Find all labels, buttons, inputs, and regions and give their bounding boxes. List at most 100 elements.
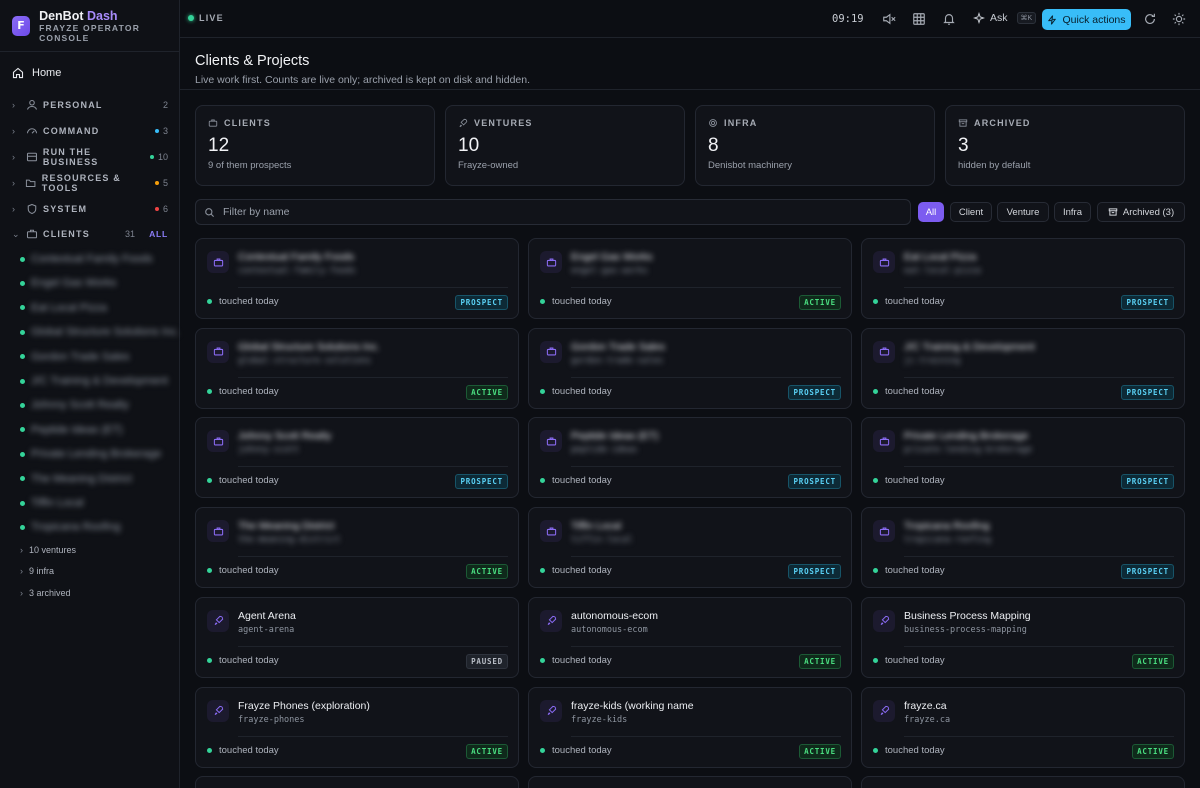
project-card-partial[interactable]	[195, 776, 519, 788]
sidebar-client-item[interactable]: Tropicana Roofing	[20, 520, 120, 534]
archive-icon	[958, 119, 968, 127]
quick-actions-button[interactable]: Quick actions	[1042, 9, 1131, 30]
card-slug: agent-arena	[238, 624, 295, 635]
project-card[interactable]: Peptide Ideas (ET) peptide-ideas touched t…	[528, 417, 852, 499]
sidebar-group-label: COMMAND	[43, 126, 100, 136]
sidebar-group-personal[interactable]: › PERSONAL 2	[12, 98, 168, 112]
card-touched: touched today	[552, 385, 612, 397]
stat-value: 8	[708, 135, 719, 156]
sidebar-client-item[interactable]: The Meaning District	[20, 472, 132, 486]
project-card[interactable]: Private Lending Brokerage private-lending…	[861, 417, 1185, 499]
card-activity: touched today	[873, 386, 945, 397]
mute-icon[interactable]	[882, 12, 896, 26]
sidebar-group-command[interactable]: › COMMAND 3	[12, 124, 168, 138]
sidebar-group-resources-tools[interactable]: › RESOURCES & TOOLS 5	[12, 173, 168, 193]
project-card[interactable]: frayze-kids (working name frayze-kids touc…	[528, 686, 852, 768]
card-activity: touched today	[540, 745, 612, 756]
card-divider	[904, 735, 1174, 737]
project-card-partial[interactable]	[861, 776, 1185, 788]
sidebar-item-archived[interactable]: › 3 archived	[20, 588, 71, 598]
filter-venture-button[interactable]: Venture	[997, 202, 1049, 222]
project-card[interactable]: Gordon Trade Sales gordon-trade-sales touc…	[528, 327, 852, 409]
ask-button[interactable]: Ask ⌘K	[973, 12, 1037, 24]
project-card[interactable]: Business Process Mapping business-process…	[861, 596, 1185, 678]
stat-sub: Frayze-owned	[458, 160, 519, 171]
card-icon	[540, 430, 562, 453]
sidebar-group-run-the-business[interactable]: › RUN THE BUSINESS 10	[12, 147, 168, 167]
card-title: Peptide Ideas (ET)	[571, 430, 659, 443]
clients-all-link[interactable]: ALL	[149, 229, 168, 239]
card-slug: johnny-scott	[238, 445, 300, 456]
gear-icon	[709, 119, 717, 127]
card-touched: touched today	[552, 654, 612, 666]
brand-name: DenBot	[39, 8, 84, 23]
project-card[interactable]: Frayze Phones (exploration) frayze-phones…	[195, 686, 519, 768]
status-dot	[207, 388, 212, 394]
status-badge: ACTIVE	[799, 743, 841, 759]
card-icon	[873, 340, 895, 363]
sidebar-client-item[interactable]: Gordon Trade Sales	[20, 350, 129, 364]
project-card[interactable]: Johnny Scott Realty johnny-scott touched t…	[195, 417, 519, 499]
project-card[interactable]: frayze.ca frayze.ca touched today ACTIVE	[861, 686, 1185, 768]
project-card[interactable]: Tiffin Local tiffin-local touched today PRO…	[528, 507, 852, 589]
live-indicator: LIVE	[188, 13, 224, 23]
status-badge: PROSPECT	[1121, 474, 1174, 490]
sidebar-client-item[interactable]: Eat Local Pizza	[20, 301, 107, 315]
sidebar-item-home[interactable]: Home	[12, 67, 61, 79]
card-touched: touched today	[219, 654, 279, 666]
filter-archived-button[interactable]: Archived (3)	[1097, 202, 1185, 222]
sidebar-client-label: Global Structure Solutions Inc.	[31, 326, 180, 339]
filter-bar	[195, 199, 911, 225]
filter-infra-button[interactable]: Infra	[1054, 202, 1091, 222]
bolt-icon	[1048, 14, 1057, 25]
project-card[interactable]: Tropicana Roofing tropicana-roofing touche…	[861, 507, 1185, 589]
status-badge: PROSPECT	[1121, 564, 1174, 580]
refresh-icon[interactable]	[1143, 12, 1157, 26]
project-card-partial[interactable]	[528, 776, 852, 788]
project-card[interactable]: The Meaning District the-meaning-district…	[195, 507, 519, 589]
sidebar-client-item[interactable]: Johnny Scott Realty	[20, 398, 129, 412]
grid-icon[interactable]	[912, 12, 926, 26]
sidebar-client-item[interactable]: J/C Training & Development	[20, 374, 168, 388]
sun-icon[interactable]	[1172, 12, 1186, 26]
sidebar-group-count: 10	[149, 152, 168, 162]
card-activity: touched today	[207, 565, 279, 576]
card-title: Business Process Mapping	[904, 609, 1031, 622]
bell-icon[interactable]	[942, 12, 956, 26]
briefcase-icon	[208, 119, 218, 127]
card-activity: touched today	[207, 655, 279, 666]
project-card[interactable]: Eat Local Pizza eat-local-pizza touched to…	[861, 238, 1185, 319]
card-slug: global-structure-solutions	[238, 355, 372, 366]
sidebar-client-item[interactable]: Contextual Family Foods	[20, 252, 153, 266]
sidebar-item-label: 10 ventures	[29, 545, 77, 555]
sidebar-client-item[interactable]: Tiffin Local	[20, 496, 84, 510]
project-card[interactable]: J/C Training & Development jc-training tou…	[861, 327, 1185, 409]
sidebar-client-item[interactable]: Peptide Ideas (ET)	[20, 423, 123, 437]
status-badge: PROSPECT	[788, 384, 841, 400]
project-card[interactable]: Engel Gas Works engel-gas-works touched to…	[528, 238, 852, 319]
project-card[interactable]: Global Structure Solutions Inc. global-st…	[195, 327, 519, 409]
project-card[interactable]: autonomous-ecom autonomous-ecom touched to…	[528, 596, 852, 678]
sidebar-group-label: CLIENTS	[43, 229, 90, 239]
filter-input[interactable]	[223, 206, 823, 218]
briefcase-icon	[26, 229, 38, 239]
stat-label: INFRA	[724, 118, 758, 128]
sidebar-group-clients[interactable]: ⌄ CLIENTS 31 ALL	[12, 227, 168, 241]
sidebar-item-infra[interactable]: › 9 infra	[20, 566, 54, 576]
sidebar-client-item[interactable]: Engel Gas Works	[20, 276, 116, 290]
sidebar-client-item[interactable]: Global Structure Solutions Inc.	[20, 325, 180, 339]
filter-client-button[interactable]: Client	[950, 202, 992, 222]
filter-all-button[interactable]: All	[918, 202, 944, 222]
card-divider	[238, 466, 508, 468]
status-dot	[873, 657, 878, 663]
sidebar-group-system[interactable]: › SYSTEM 6	[12, 202, 168, 216]
status-dot	[540, 568, 545, 574]
card-slug: business-process-mapping	[904, 624, 1027, 635]
project-card[interactable]: Agent Arena agent-arena touched today PAUSE…	[195, 596, 519, 678]
sidebar-client-item[interactable]: Private Lending Brokerage	[20, 447, 161, 461]
card-slug: contextual-family-foods	[238, 266, 356, 276]
briefcase-icon	[213, 347, 223, 356]
sidebar-group-count: 3	[154, 126, 168, 136]
sidebar-item-ventures[interactable]: › 10 ventures	[20, 545, 76, 555]
project-card[interactable]: Contextual Family Foods contextual-family…	[195, 238, 519, 319]
